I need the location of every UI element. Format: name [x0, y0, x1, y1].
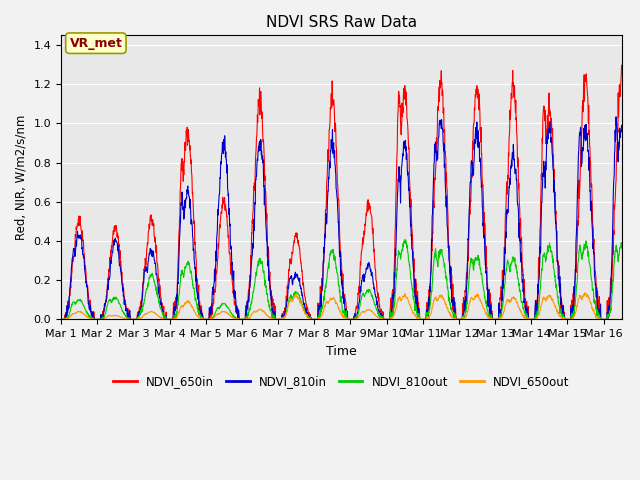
NDVI_810out: [204, 316, 211, 322]
NDVI_810out: [636, 316, 640, 322]
NDVI_810out: [244, 309, 252, 315]
NDVI_650out: [57, 316, 65, 322]
NDVI_650in: [204, 316, 211, 322]
Line: NDVI_650in: NDVI_650in: [61, 65, 640, 319]
NDVI_650in: [604, 315, 612, 321]
NDVI_650in: [618, 62, 626, 68]
Line: NDVI_810out: NDVI_810out: [61, 240, 640, 319]
NDVI_810in: [57, 316, 65, 322]
NDVI_810out: [268, 310, 275, 315]
NDVI_650in: [601, 316, 609, 322]
Title: NDVI SRS Raw Data: NDVI SRS Raw Data: [266, 15, 417, 30]
NDVI_810in: [636, 316, 640, 322]
Legend: NDVI_650in, NDVI_810in, NDVI_810out, NDVI_650out: NDVI_650in, NDVI_810in, NDVI_810out, NDV…: [108, 371, 574, 393]
Line: NDVI_810in: NDVI_810in: [61, 117, 640, 319]
NDVI_810out: [604, 311, 612, 317]
NDVI_810in: [244, 294, 252, 300]
NDVI_810in: [612, 114, 620, 120]
NDVI_650in: [636, 316, 640, 322]
NDVI_810in: [362, 270, 369, 276]
NDVI_810out: [57, 316, 65, 322]
NDVI_810in: [204, 316, 211, 322]
NDVI_650in: [244, 287, 252, 293]
NDVI_650out: [601, 316, 609, 322]
NDVI_810out: [601, 316, 609, 322]
NDVI_650out: [244, 316, 252, 322]
NDVI_650in: [362, 219, 369, 225]
NDVI_650out: [636, 316, 640, 322]
NDVI_810out: [401, 237, 409, 242]
NDVI_650in: [57, 316, 65, 322]
Line: NDVI_650out: NDVI_650out: [61, 293, 640, 319]
NDVI_650out: [362, 308, 369, 314]
Y-axis label: Red, NIR, W/m2/s/nm: Red, NIR, W/m2/s/nm: [15, 115, 28, 240]
NDVI_650out: [268, 316, 275, 322]
NDVI_650out: [204, 316, 211, 322]
NDVI_810in: [604, 316, 612, 322]
X-axis label: Time: Time: [326, 345, 356, 358]
NDVI_810out: [362, 290, 369, 296]
NDVI_810in: [601, 316, 609, 322]
NDVI_810in: [268, 297, 275, 302]
NDVI_650out: [581, 290, 589, 296]
NDVI_650in: [268, 302, 275, 308]
Text: VR_met: VR_met: [69, 36, 122, 50]
NDVI_650out: [604, 316, 612, 322]
